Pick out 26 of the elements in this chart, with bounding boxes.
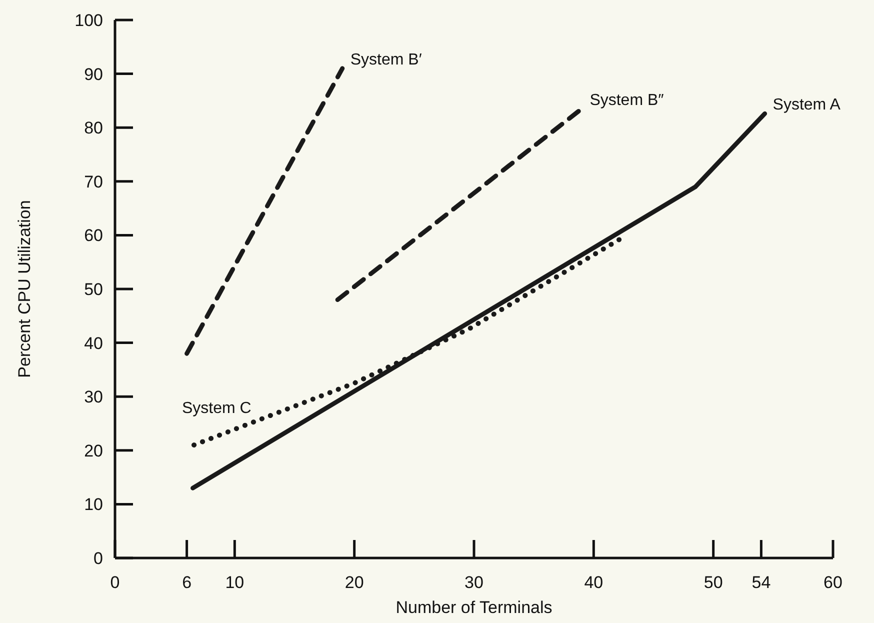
x-tick-label: 60 [824,573,842,592]
y-tick-label: 100 [74,11,103,30]
x-tick-label: 50 [704,573,723,592]
series-label: System A [772,96,841,114]
y-tick-label: 20 [84,441,103,460]
x-tick-label: 0 [110,573,120,592]
y-tick-label: 30 [84,388,103,407]
x-axis-title: Number of Terminals [396,598,552,617]
series-label: System B″ [590,92,664,109]
y-tick-label: 70 [84,172,103,192]
x-tick-label: 40 [584,573,604,592]
y-tick-label: 0 [94,549,103,568]
y-tick-label: 60 [84,226,103,246]
y-tick-label: 40 [84,334,103,353]
y-tick-label: 10 [84,495,103,514]
y-tick-label: 50 [84,280,103,299]
series-label: System B′ [350,51,422,68]
y-tick-label: 90 [84,64,103,84]
x-tick-label: 30 [464,573,484,592]
x-tick-label: 10 [225,573,244,592]
x-tick-label: 54 [752,573,771,592]
y-tick-label: 80 [84,118,103,138]
series-label: System C [182,400,252,418]
x-tick-label: 20 [344,573,364,592]
y-axis-title: Percent CPU Utilization [15,200,34,378]
x-tick-label: 6 [182,573,192,592]
